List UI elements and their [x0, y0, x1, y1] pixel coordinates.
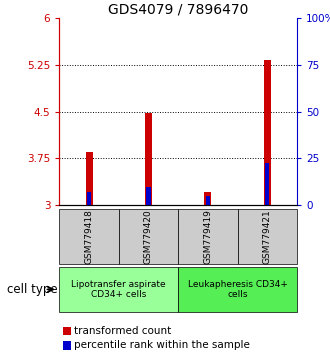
Text: percentile rank within the sample: percentile rank within the sample — [74, 340, 250, 350]
Title: GDS4079 / 7896470: GDS4079 / 7896470 — [108, 2, 248, 17]
Bar — [147, 187, 150, 205]
Bar — [204, 192, 212, 205]
Bar — [265, 163, 269, 205]
Text: cell type: cell type — [7, 283, 57, 296]
Bar — [87, 192, 91, 205]
Bar — [264, 60, 271, 205]
Bar — [145, 113, 152, 205]
Text: transformed count: transformed count — [74, 326, 172, 336]
Text: GSM779419: GSM779419 — [203, 209, 213, 264]
Text: GSM779420: GSM779420 — [144, 209, 153, 264]
Text: GSM779418: GSM779418 — [84, 209, 94, 264]
Bar — [85, 152, 93, 205]
Text: GSM779421: GSM779421 — [263, 209, 272, 264]
Bar — [206, 196, 210, 205]
Text: Lipotransfer aspirate
CD34+ cells: Lipotransfer aspirate CD34+ cells — [72, 280, 166, 299]
Text: Leukapheresis CD34+
cells: Leukapheresis CD34+ cells — [188, 280, 287, 299]
